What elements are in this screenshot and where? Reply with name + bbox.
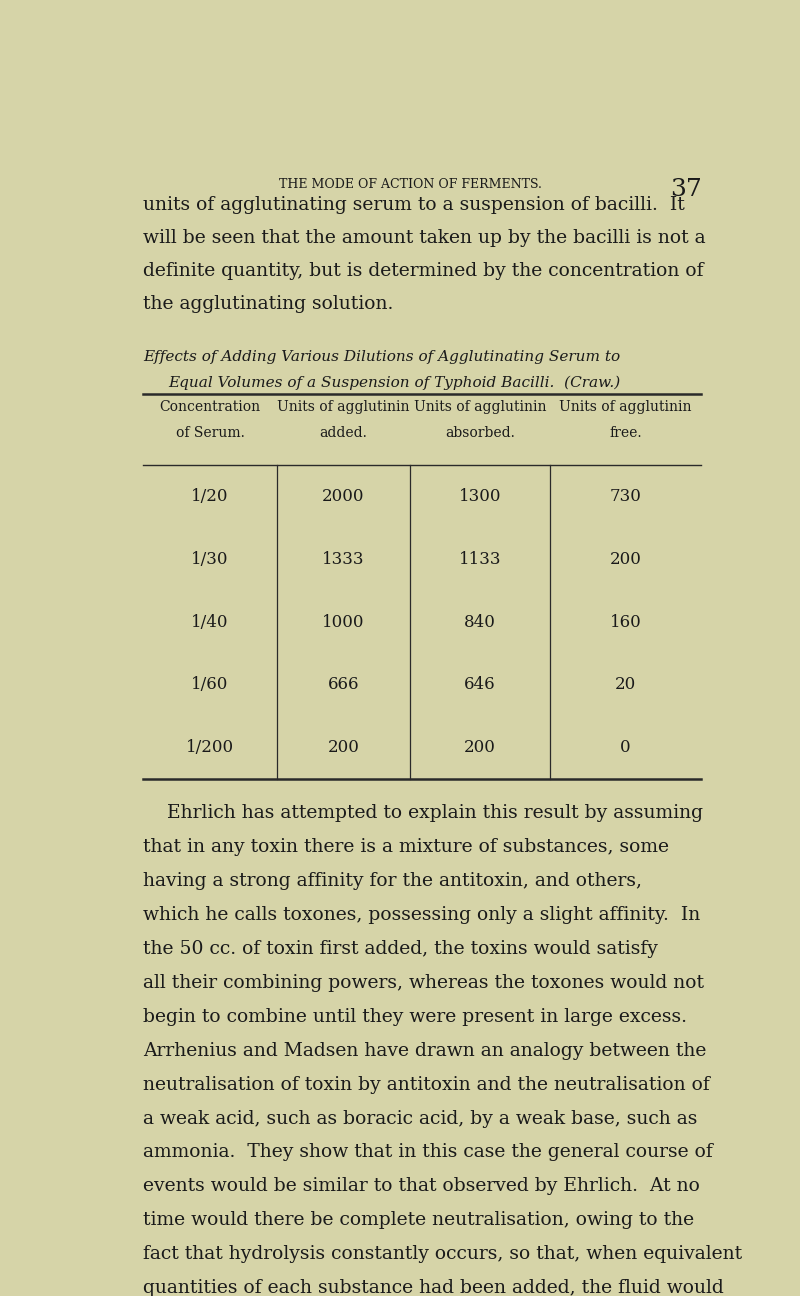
Text: Arrhenius and Madsen have drawn an analogy between the: Arrhenius and Madsen have drawn an analo… — [143, 1042, 706, 1060]
Text: events would be similar to that observed by Ehrlich.  At no: events would be similar to that observed… — [143, 1177, 700, 1195]
Text: of Serum.: of Serum. — [176, 426, 245, 439]
Text: time would there be complete neutralisation, owing to the: time would there be complete neutralisat… — [143, 1212, 694, 1230]
Text: 840: 840 — [464, 613, 496, 631]
Text: added.: added. — [319, 426, 367, 439]
Text: having a strong affinity for the antitoxin, and others,: having a strong affinity for the antitox… — [143, 872, 642, 890]
Text: absorbed.: absorbed. — [445, 426, 514, 439]
Text: 2000: 2000 — [322, 487, 365, 505]
Text: 1/30: 1/30 — [191, 551, 229, 568]
Text: Units of agglutinin: Units of agglutinin — [559, 400, 692, 413]
Text: quantities of each substance had been added, the fluid would: quantities of each substance had been ad… — [143, 1279, 724, 1296]
Text: fact that hydrolysis constantly occurs, so that, when equivalent: fact that hydrolysis constantly occurs, … — [143, 1245, 742, 1264]
Text: Units of agglutinin: Units of agglutinin — [414, 400, 546, 413]
Text: 200: 200 — [327, 739, 359, 757]
Text: will be seen that the amount taken up by the bacilli is not a: will be seen that the amount taken up by… — [143, 229, 706, 248]
Text: which he calls toxones, possessing only a slight affinity.  In: which he calls toxones, possessing only … — [143, 906, 701, 924]
Text: 1/40: 1/40 — [191, 613, 229, 631]
Text: 1/60: 1/60 — [191, 677, 229, 693]
Text: 37: 37 — [670, 179, 702, 201]
Text: Concentration: Concentration — [159, 400, 261, 413]
Text: 0: 0 — [620, 739, 630, 757]
Text: Equal Volumes of a Suspension of Typhoid Bacilli.  (Craw.): Equal Volumes of a Suspension of Typhoid… — [168, 376, 621, 390]
Text: 1133: 1133 — [458, 551, 501, 568]
Text: 1000: 1000 — [322, 613, 365, 631]
Text: 200: 200 — [610, 551, 642, 568]
Text: 1300: 1300 — [458, 487, 501, 505]
Text: a weak acid, such as boracic acid, by a weak base, such as: a weak acid, such as boracic acid, by a … — [143, 1109, 698, 1128]
Text: free.: free. — [609, 426, 642, 439]
Text: 200: 200 — [464, 739, 496, 757]
Text: 666: 666 — [328, 677, 359, 693]
Text: Effects of Adding Various Dilutions of Agglutinating Serum to: Effects of Adding Various Dilutions of A… — [143, 350, 621, 364]
Text: 1333: 1333 — [322, 551, 365, 568]
Text: Units of agglutinin: Units of agglutinin — [277, 400, 410, 413]
Text: 730: 730 — [610, 487, 642, 505]
Text: 20: 20 — [615, 677, 636, 693]
Text: ammonia.  They show that in this case the general course of: ammonia. They show that in this case the… — [143, 1143, 713, 1161]
Text: begin to combine until they were present in large excess.: begin to combine until they were present… — [143, 1008, 687, 1025]
Text: the 50 cc. of toxin first added, the toxins would satisfy: the 50 cc. of toxin first added, the tox… — [143, 940, 658, 958]
Text: 160: 160 — [610, 613, 642, 631]
Text: Ehrlich has attempted to explain this result by assuming: Ehrlich has attempted to explain this re… — [143, 804, 703, 822]
Text: neutralisation of toxin by antitoxin and the neutralisation of: neutralisation of toxin by antitoxin and… — [143, 1076, 710, 1094]
Text: the agglutinating solution.: the agglutinating solution. — [143, 295, 394, 314]
Text: definite quantity, but is determined by the concentration of: definite quantity, but is determined by … — [143, 262, 704, 280]
Text: units of agglutinating serum to a suspension of bacilli.  It: units of agglutinating serum to a suspen… — [143, 197, 685, 214]
Text: THE MODE OF ACTION OF FERMENTS.: THE MODE OF ACTION OF FERMENTS. — [278, 179, 542, 192]
Text: that in any toxin there is a mixture of substances, some: that in any toxin there is a mixture of … — [143, 839, 670, 857]
Text: 646: 646 — [464, 677, 495, 693]
Text: all their combining powers, whereas the toxones would not: all their combining powers, whereas the … — [143, 973, 704, 991]
Text: 1/200: 1/200 — [186, 739, 234, 757]
Text: 1/20: 1/20 — [191, 487, 229, 505]
